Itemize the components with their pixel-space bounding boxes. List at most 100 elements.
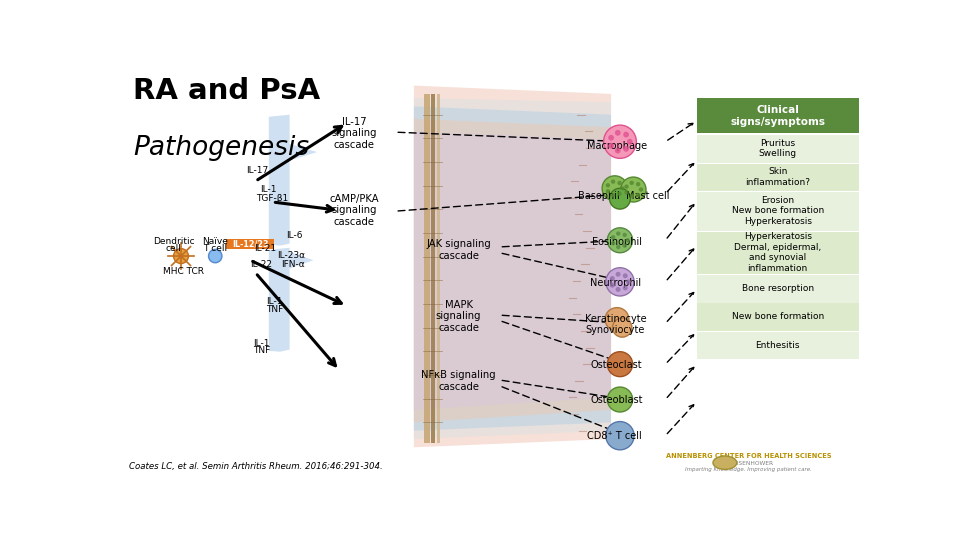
FancyBboxPatch shape	[227, 239, 274, 249]
Text: ANNENBERG CENTER FOR HEALTH SCIENCES: ANNENBERG CENTER FOR HEALTH SCIENCES	[666, 453, 831, 458]
Polygon shape	[414, 98, 611, 439]
Ellipse shape	[606, 183, 611, 187]
FancyBboxPatch shape	[697, 136, 859, 163]
Ellipse shape	[611, 179, 615, 184]
Text: IL-21: IL-21	[254, 244, 276, 253]
Circle shape	[713, 456, 736, 469]
Text: IL-23α: IL-23α	[277, 251, 305, 260]
Text: Osteoblast: Osteoblast	[590, 395, 642, 404]
Ellipse shape	[609, 135, 614, 140]
Ellipse shape	[615, 287, 620, 292]
Text: IL-17: IL-17	[247, 166, 269, 176]
Text: Macrophage: Macrophage	[588, 141, 647, 151]
Ellipse shape	[615, 148, 621, 153]
Text: TGF-β1: TGF-β1	[256, 194, 289, 203]
Text: IL-1: IL-1	[267, 298, 283, 306]
FancyBboxPatch shape	[697, 232, 859, 274]
Ellipse shape	[616, 245, 620, 249]
Text: Clinical
signs/symptoms: Clinical signs/symptoms	[731, 105, 826, 126]
Text: CD8⁺ T cell: CD8⁺ T cell	[588, 431, 642, 441]
FancyBboxPatch shape	[431, 94, 435, 443]
Ellipse shape	[606, 268, 635, 296]
Ellipse shape	[615, 272, 620, 276]
Text: IL-1: IL-1	[260, 185, 277, 194]
Ellipse shape	[627, 139, 633, 145]
Text: Neutrophil: Neutrophil	[590, 278, 641, 288]
Ellipse shape	[608, 352, 633, 377]
Text: T cell: T cell	[204, 244, 228, 253]
FancyBboxPatch shape	[697, 98, 859, 133]
Text: TNF: TNF	[252, 346, 270, 355]
Text: AT EISENHOWER: AT EISENHOWER	[724, 461, 773, 465]
Ellipse shape	[610, 283, 614, 288]
Ellipse shape	[604, 125, 636, 158]
Ellipse shape	[608, 387, 633, 412]
Ellipse shape	[605, 308, 629, 331]
Ellipse shape	[208, 249, 222, 263]
Text: JAK signaling
cascade: JAK signaling cascade	[426, 239, 491, 261]
Text: IL-6: IL-6	[287, 231, 303, 240]
Ellipse shape	[624, 190, 629, 195]
Ellipse shape	[608, 228, 633, 253]
Ellipse shape	[609, 143, 614, 148]
Text: IL-22: IL-22	[251, 260, 273, 269]
Polygon shape	[269, 248, 313, 352]
Ellipse shape	[630, 194, 634, 198]
Ellipse shape	[638, 187, 643, 192]
Polygon shape	[414, 131, 611, 410]
Ellipse shape	[611, 193, 615, 197]
Ellipse shape	[617, 192, 622, 196]
Text: MHC TCR: MHC TCR	[163, 267, 204, 276]
Ellipse shape	[621, 177, 646, 202]
Text: Bone resorption: Bone resorption	[742, 284, 814, 293]
Text: cAMP/PKA
signaling
cascade: cAMP/PKA signaling cascade	[329, 194, 379, 227]
FancyBboxPatch shape	[437, 94, 440, 443]
Ellipse shape	[623, 146, 629, 152]
Ellipse shape	[622, 233, 627, 237]
Text: IL-12/23: IL-12/23	[232, 240, 269, 248]
Ellipse shape	[615, 130, 621, 136]
Ellipse shape	[611, 241, 615, 245]
Ellipse shape	[606, 422, 635, 450]
FancyBboxPatch shape	[424, 94, 429, 443]
Ellipse shape	[602, 176, 628, 201]
Text: IL-17
signaling
cascade: IL-17 signaling cascade	[331, 117, 377, 150]
Polygon shape	[414, 106, 611, 431]
Ellipse shape	[636, 182, 640, 186]
Text: Basophil  Mast cell: Basophil Mast cell	[578, 191, 669, 201]
Ellipse shape	[616, 232, 620, 236]
Ellipse shape	[636, 193, 640, 197]
Text: Enthesitis: Enthesitis	[756, 341, 800, 349]
Text: Erosion
New bone formation
Hyperkeratosis: Erosion New bone formation Hyperkeratosi…	[732, 196, 824, 226]
Polygon shape	[414, 119, 611, 422]
Ellipse shape	[610, 276, 614, 281]
Text: Eosinophil: Eosinophil	[592, 237, 642, 247]
Ellipse shape	[606, 189, 611, 193]
Text: cell: cell	[166, 244, 181, 253]
Ellipse shape	[617, 181, 622, 185]
Text: Coates LC, et al. Semin Arthritis Rheum. 2016;46:291-304.: Coates LC, et al. Semin Arthritis Rheum.…	[129, 462, 383, 471]
FancyBboxPatch shape	[697, 332, 859, 359]
Text: Keratinocyte
Synoviocyte: Keratinocyte Synoviocyte	[585, 314, 647, 335]
Text: MAPK
signaling
cascade: MAPK signaling cascade	[436, 300, 481, 333]
Text: TNF: TNF	[266, 305, 283, 314]
Text: RA and PsA: RA and PsA	[133, 77, 321, 105]
Text: Dendritic: Dendritic	[153, 237, 194, 246]
Ellipse shape	[612, 318, 632, 337]
Text: Pathogenesis: Pathogenesis	[133, 136, 309, 161]
Text: New bone formation: New bone formation	[732, 312, 824, 321]
FancyBboxPatch shape	[697, 275, 859, 302]
Text: IFN-α: IFN-α	[280, 260, 304, 269]
Ellipse shape	[611, 235, 615, 239]
Ellipse shape	[620, 186, 625, 191]
Polygon shape	[269, 114, 317, 246]
Ellipse shape	[623, 132, 629, 138]
Ellipse shape	[630, 181, 634, 185]
Text: Hyperkeratosis
Dermal, epidermal,
and synovial
inflammation: Hyperkeratosis Dermal, epidermal, and sy…	[734, 232, 822, 273]
Ellipse shape	[625, 238, 630, 242]
Ellipse shape	[610, 188, 631, 209]
Text: NFκB signaling
cascade: NFκB signaling cascade	[421, 370, 495, 392]
Ellipse shape	[623, 286, 628, 291]
Text: Naïve: Naïve	[203, 237, 228, 246]
FancyBboxPatch shape	[697, 303, 859, 331]
